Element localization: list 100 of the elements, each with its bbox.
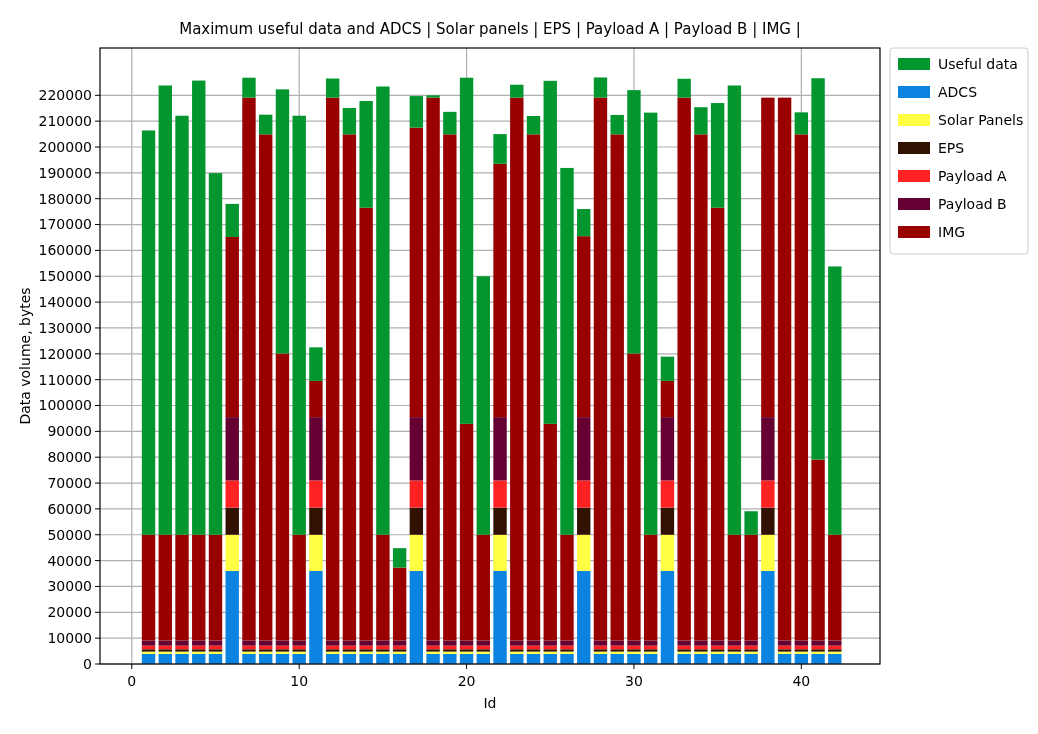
bar <box>359 207 373 641</box>
y-tick-label: 0 <box>83 655 92 672</box>
x-tick-label: 30 <box>625 673 643 689</box>
bar <box>208 173 223 535</box>
bar <box>309 417 323 481</box>
bar <box>175 534 189 641</box>
bar <box>493 480 507 508</box>
bar <box>158 640 172 646</box>
bar <box>660 480 675 508</box>
bar <box>409 534 424 571</box>
legend-label: Solar Panels <box>938 111 1024 128</box>
bar <box>660 417 675 481</box>
bar <box>275 89 290 354</box>
bar <box>794 640 809 646</box>
bar <box>627 353 641 641</box>
y-tick-label: 90000 <box>47 423 92 440</box>
bar <box>744 640 758 646</box>
bar <box>426 653 440 664</box>
bar <box>259 134 273 641</box>
x-tick-label: 20 <box>457 673 476 689</box>
bar <box>777 640 792 646</box>
bar <box>476 640 490 646</box>
bar <box>376 86 390 535</box>
bar <box>426 640 440 646</box>
bar <box>359 100 373 208</box>
bar <box>342 640 357 646</box>
bar <box>660 356 675 381</box>
bar <box>225 203 239 237</box>
bar <box>577 534 591 571</box>
bar <box>627 640 641 646</box>
bar <box>376 534 390 641</box>
bar <box>443 111 457 135</box>
bar <box>392 640 407 646</box>
y-tick-label: 20000 <box>47 604 92 621</box>
bar <box>710 207 725 641</box>
bar <box>242 77 256 98</box>
bar <box>744 534 758 641</box>
bar <box>292 534 306 641</box>
bar <box>242 653 256 664</box>
y-tick-label: 160000 <box>38 242 92 259</box>
bar <box>694 640 708 646</box>
bar <box>141 534 156 641</box>
bar <box>660 570 675 664</box>
bar <box>409 96 424 128</box>
bar <box>627 90 641 354</box>
bar <box>811 459 825 641</box>
bar <box>761 570 775 664</box>
bar <box>610 114 624 135</box>
bar <box>777 97 792 641</box>
bar <box>409 507 424 535</box>
bar <box>459 423 474 641</box>
bar <box>225 534 239 571</box>
x-tick-label: 10 <box>290 673 309 689</box>
bar <box>727 534 742 641</box>
legend-label: ADCS <box>938 83 978 100</box>
y-tick-label: 60000 <box>47 500 92 517</box>
bar <box>593 77 608 98</box>
bar <box>158 534 172 641</box>
bar <box>794 134 809 641</box>
bar <box>141 640 156 646</box>
bar <box>175 640 189 646</box>
bar <box>309 534 323 571</box>
bar <box>476 276 490 535</box>
bar <box>727 85 742 535</box>
bar <box>392 548 407 568</box>
bar <box>225 507 239 535</box>
bar <box>242 97 256 641</box>
bar <box>694 134 708 641</box>
bar <box>225 417 239 481</box>
legend-label: IMG <box>938 223 966 240</box>
bar <box>744 511 758 535</box>
bar <box>643 534 658 641</box>
bar <box>392 567 407 641</box>
y-tick-label: 110000 <box>38 371 92 388</box>
bar <box>309 507 323 535</box>
y-tick-label: 130000 <box>38 319 92 336</box>
bar <box>192 80 206 535</box>
bar <box>292 640 306 646</box>
bar <box>493 534 507 571</box>
bar <box>828 534 842 641</box>
bar <box>526 640 541 646</box>
bar <box>710 640 725 646</box>
bar <box>761 417 775 481</box>
bar <box>225 236 239 418</box>
bar <box>660 507 675 535</box>
y-tick-label: 220000 <box>38 87 92 104</box>
bar <box>828 653 842 664</box>
legend-label: Useful data <box>938 55 1018 72</box>
bar <box>208 534 223 641</box>
bar <box>493 507 507 535</box>
bar <box>409 570 424 664</box>
bar <box>761 480 775 508</box>
bar <box>426 95 440 98</box>
bar <box>309 380 323 418</box>
bar <box>577 480 591 508</box>
legend-label: EPS <box>938 139 965 156</box>
bar <box>376 653 390 664</box>
y-tick-label: 140000 <box>38 294 92 310</box>
bar <box>409 127 424 418</box>
bar <box>192 640 206 646</box>
